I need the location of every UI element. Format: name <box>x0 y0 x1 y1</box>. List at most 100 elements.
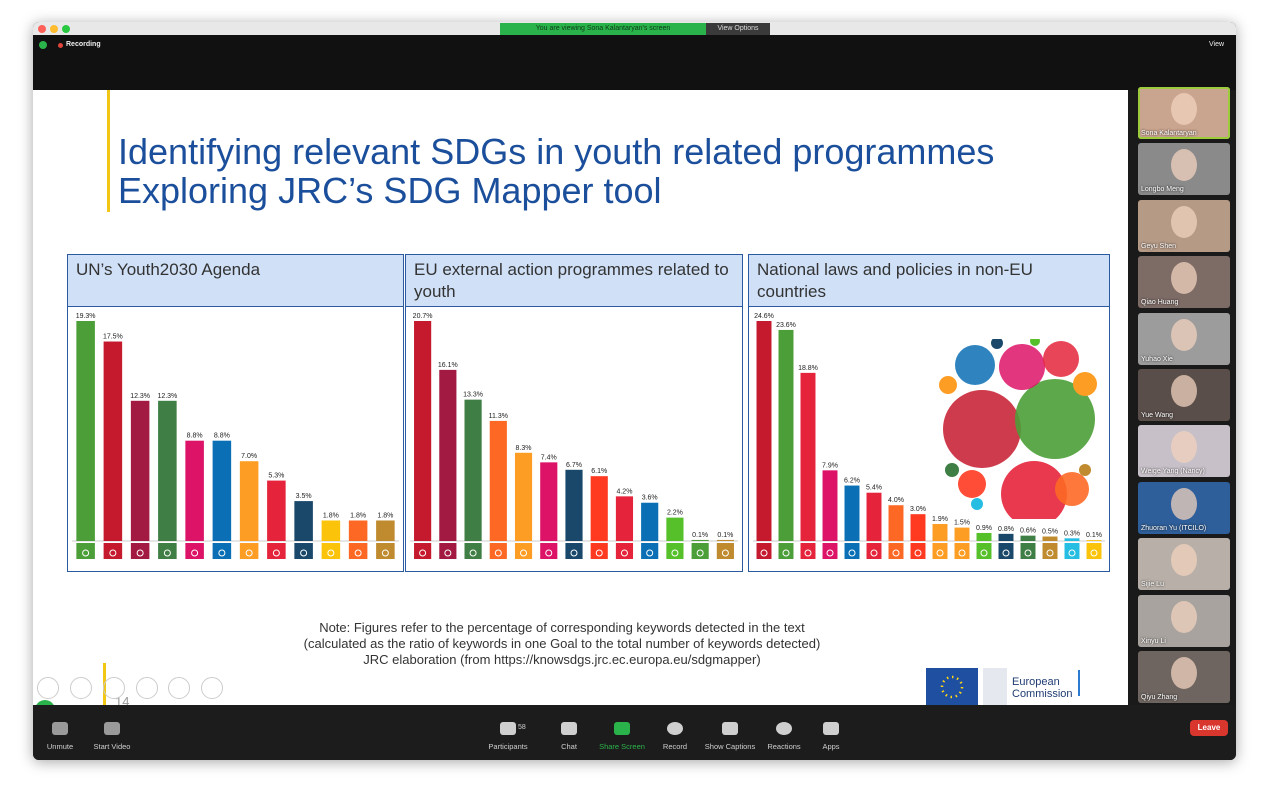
apps-icon[interactable] <box>823 722 839 735</box>
value-label: 7.9% <box>822 462 838 469</box>
tool-label[interactable]: Show Captions <box>704 742 756 751</box>
participant-video <box>1171 487 1197 520</box>
sdg-icon-glyph <box>980 549 988 557</box>
participants-icon[interactable] <box>500 722 516 735</box>
value-label: 0.9% <box>976 525 992 532</box>
tool-label[interactable]: Chat <box>561 742 577 751</box>
sdg-icon-glyph <box>595 549 603 557</box>
sdg-icon <box>489 543 507 559</box>
tool-label[interactable]: Participants <box>488 742 528 751</box>
leave-button[interactable]: Leave <box>1190 720 1228 736</box>
participant-video <box>1171 657 1197 689</box>
sdg-icon <box>1086 543 1102 559</box>
sdg-icon-glyph <box>620 549 628 557</box>
participant-tile[interactable]: Qiyu Zhang <box>1138 651 1230 703</box>
participant-tile[interactable]: Xinyu Li <box>1138 594 1230 647</box>
participant-video <box>1171 205 1197 238</box>
sdg-icon <box>294 543 313 559</box>
bubble <box>1001 461 1067 519</box>
bar <box>321 520 341 541</box>
prev-slide-button[interactable] <box>37 677 59 699</box>
participant-video <box>1171 375 1197 407</box>
bar <box>1020 535 1036 541</box>
sdg-icon-glyph <box>826 549 834 557</box>
sdg-icon <box>756 543 772 559</box>
pen-button[interactable] <box>103 677 125 699</box>
sdg-icon <box>910 543 926 559</box>
share-icon[interactable] <box>614 722 630 735</box>
bar <box>464 399 482 541</box>
participant-tile[interactable]: Qiao Huang <box>1138 256 1230 309</box>
value-label: 19.3% <box>76 313 96 320</box>
bar <box>1042 536 1058 541</box>
participant-tile[interactable]: Sijie Lu <box>1138 538 1230 591</box>
record-icon[interactable] <box>667 722 683 735</box>
reactions-icon[interactable] <box>776 722 792 735</box>
tool-label[interactable]: Apps <box>822 742 840 751</box>
sdg-icon-glyph <box>82 549 90 557</box>
sdg-icon <box>376 543 395 559</box>
sdg-icon <box>267 543 286 559</box>
view-button[interactable]: View <box>1209 41 1225 48</box>
tool-label[interactable]: Share Screen <box>599 742 645 751</box>
sdg-icon <box>540 543 558 559</box>
participant-tile[interactable]: Yuhao Xie <box>1138 312 1230 365</box>
participant-tile[interactable]: Yue Wang <box>1138 369 1230 421</box>
captions-icon[interactable] <box>722 722 738 735</box>
bar <box>489 420 507 541</box>
minimize-button[interactable] <box>50 25 58 33</box>
sdg-icon-glyph <box>1090 549 1098 557</box>
zoom-slide-button[interactable] <box>168 677 190 699</box>
tool-label[interactable]: Unmute <box>46 742 74 751</box>
bar <box>376 520 395 541</box>
title-bar: You are viewing Sona Kalantaryan's scree… <box>33 22 1236 35</box>
sdg-icon <box>103 543 123 559</box>
slide: Identifying relevant SDGs in youth relat… <box>33 90 1128 709</box>
participant-tile[interactable]: Weige Yang (Nancy) <box>1138 425 1230 478</box>
zoom-button[interactable] <box>62 25 70 33</box>
sdg-icon <box>212 543 232 559</box>
participant-tile[interactable]: Geyu Shen <box>1138 199 1230 252</box>
bar <box>348 520 368 541</box>
bar <box>565 469 583 541</box>
bar <box>844 485 860 541</box>
mic-icon[interactable] <box>52 722 68 735</box>
tool-label[interactable]: Record <box>662 742 688 751</box>
participant-name: Sijie Lu <box>1141 581 1164 589</box>
recording-dot <box>58 43 63 48</box>
eu-flag <box>926 668 978 706</box>
value-label: 12.3% <box>157 393 177 400</box>
sdg-icon <box>932 543 948 559</box>
tool-label[interactable]: Start Video <box>93 742 131 751</box>
video-icon[interactable] <box>104 722 120 735</box>
participant-name: Sona Kalantaryan <box>1141 130 1197 137</box>
bar <box>185 440 204 541</box>
chat-icon[interactable] <box>561 722 577 735</box>
value-label: 0.8% <box>998 526 1014 533</box>
participant-tile[interactable]: Zhuoran Yu (ITCILO) <box>1138 481 1230 534</box>
slides-button[interactable] <box>136 677 158 699</box>
bar <box>932 524 948 541</box>
bar <box>800 372 816 541</box>
value-label: 8.8% <box>187 433 203 440</box>
sdg-icon <box>1042 543 1058 559</box>
more-button[interactable] <box>201 677 223 699</box>
participant-tile[interactable]: Sona Kalantaryan <box>1138 87 1230 139</box>
top-bar: Recording View <box>33 35 1236 90</box>
sdg-icon <box>590 543 608 559</box>
bar <box>998 533 1014 541</box>
bar <box>822 470 838 541</box>
bubble <box>1055 472 1089 506</box>
next-slide-button[interactable] <box>70 677 92 699</box>
close-button[interactable] <box>38 25 46 33</box>
sdg-icon-glyph <box>327 549 335 557</box>
security-icon[interactable] <box>39 41 47 49</box>
sdg-icon-glyph <box>721 549 729 557</box>
bar <box>414 321 432 541</box>
bubble <box>1015 379 1095 459</box>
participant-tile[interactable]: Longbo Meng <box>1138 143 1230 196</box>
view-options[interactable]: View Options <box>706 23 770 35</box>
value-label: 5.4% <box>866 485 882 492</box>
tool-label[interactable]: Reactions <box>767 742 801 751</box>
sdg-icon <box>888 543 904 559</box>
